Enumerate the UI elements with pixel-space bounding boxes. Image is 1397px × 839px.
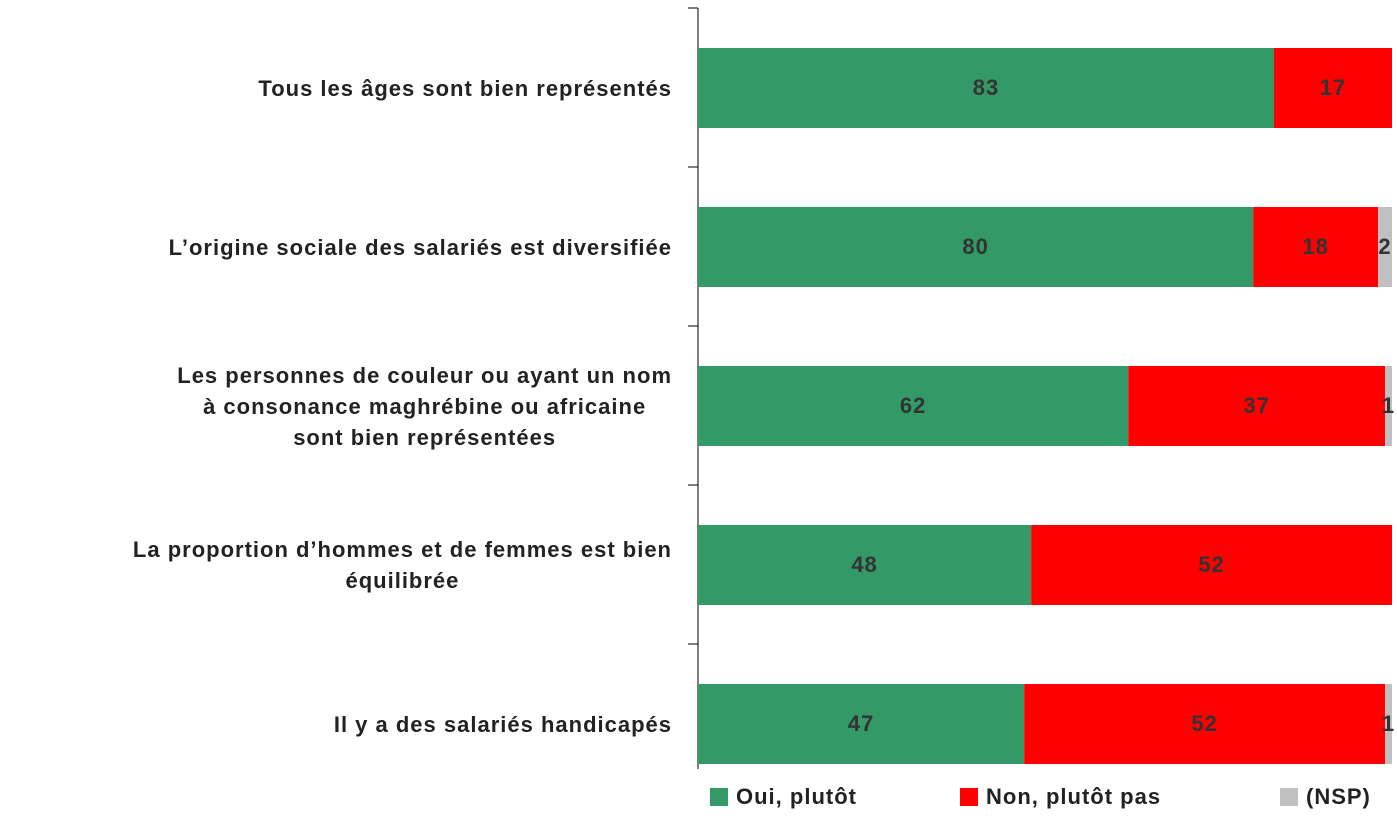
legend-swatch xyxy=(710,788,728,806)
category-label-box: La proportion d’hommes et de femmes est … xyxy=(0,505,672,625)
data-label: 17 xyxy=(1320,75,1346,100)
data-label: 80 xyxy=(962,234,988,259)
data-label: 62 xyxy=(900,393,926,418)
bar-segment xyxy=(1024,684,1386,764)
bar-segment xyxy=(1031,525,1392,605)
data-label: 1 xyxy=(1382,711,1395,736)
legend-label: Oui, plutôt xyxy=(736,784,857,809)
data-label: 37 xyxy=(1243,393,1269,418)
bar-segment xyxy=(1253,207,1379,287)
bar-segment xyxy=(698,48,1275,128)
data-label: 2 xyxy=(1378,234,1391,259)
bar-segment xyxy=(1274,48,1392,128)
category-label: Les personnes de couleur ou ayant un nom… xyxy=(177,362,672,450)
category-label: Il y a des salariés handicapés xyxy=(333,711,672,737)
data-label: 52 xyxy=(1198,552,1224,577)
category-label-box: Les personnes de couleur ou ayant un nom… xyxy=(0,346,672,466)
category-label: Tous les âges sont bien représentés xyxy=(258,75,672,101)
bar-segment xyxy=(1378,207,1392,287)
data-label: 18 xyxy=(1302,234,1328,259)
data-label: 83 xyxy=(973,75,999,100)
bar-segment xyxy=(698,207,1254,287)
data-label: 1 xyxy=(1382,393,1395,418)
bar-segment xyxy=(1385,684,1392,764)
legend-swatch xyxy=(960,788,978,806)
legend-label: (NSP) xyxy=(1306,784,1371,809)
bar-segment xyxy=(698,525,1032,605)
data-label: 48 xyxy=(851,552,877,577)
category-label-box: L’origine sociale des salariés est diver… xyxy=(0,187,672,307)
category-label: La proportion d’hommes et de femmes est … xyxy=(132,537,672,593)
category-label-box: Tous les âges sont bien représentés xyxy=(0,28,672,148)
bar-segment xyxy=(1128,366,1386,446)
category-label: L’origine sociale des salariés est diver… xyxy=(168,234,672,260)
bar-segment xyxy=(1385,366,1392,446)
legend-swatch xyxy=(1280,788,1298,806)
data-label: 47 xyxy=(848,711,874,736)
legend-label: Non, plutôt pas xyxy=(986,784,1161,809)
category-label-box: Il y a des salariés handicapés xyxy=(0,664,672,784)
bar-segment xyxy=(698,684,1025,764)
data-label: 52 xyxy=(1191,711,1217,736)
bar-segment xyxy=(698,366,1129,446)
